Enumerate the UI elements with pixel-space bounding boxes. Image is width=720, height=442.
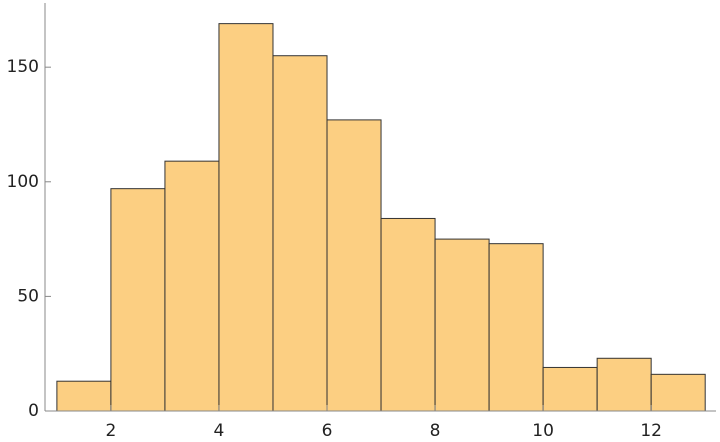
bar xyxy=(56,380,112,412)
bar xyxy=(596,357,652,412)
bar xyxy=(110,188,166,412)
x-tick-label: 10 xyxy=(532,421,554,441)
x-tick-label: 2 xyxy=(105,421,116,441)
x-tick-label: 12 xyxy=(640,421,662,441)
x-tick-label: 4 xyxy=(214,421,225,441)
bar xyxy=(326,119,382,412)
bar xyxy=(650,373,706,412)
bar xyxy=(272,55,328,412)
bar xyxy=(218,23,274,412)
bar xyxy=(434,238,490,412)
x-tick-label: 8 xyxy=(430,421,441,441)
bar xyxy=(380,217,436,412)
y-tick-label: 150 xyxy=(7,57,39,77)
x-tick-label: 6 xyxy=(322,421,333,441)
bar xyxy=(164,160,220,412)
y-tick-label: 50 xyxy=(17,286,39,306)
bar xyxy=(542,366,598,412)
bar xyxy=(488,243,544,412)
y-tick-label: 100 xyxy=(7,172,39,192)
y-tick-label: 0 xyxy=(28,401,39,421)
